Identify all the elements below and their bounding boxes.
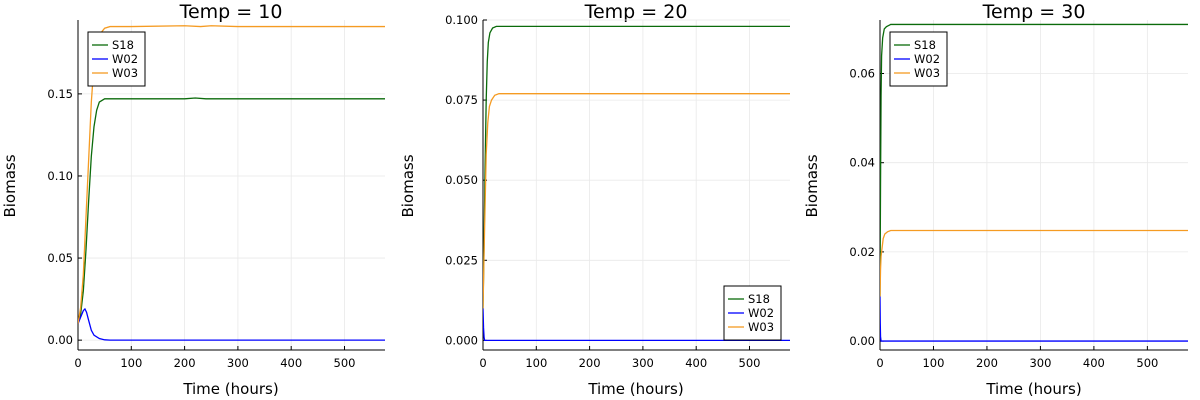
x-tick-label: 400: [1083, 356, 1105, 370]
series-line-w03: [880, 229, 1188, 297]
y-tick-label: 0.02: [849, 245, 875, 259]
subplot-temp-20: Temp = 20 Time (hours) Biomass 0 100 200 30…: [399, 1, 790, 398]
subplot-title: Temp = 20: [584, 1, 688, 23]
legend-label-w02: W02: [914, 52, 940, 66]
x-tick-label: 0: [876, 356, 883, 370]
y-tick-label: 0.00: [47, 333, 73, 347]
y-tick-label: 0.050: [445, 173, 478, 187]
legend-label-s18: S18: [748, 292, 770, 306]
x-tick-label: 0: [479, 356, 486, 370]
x-tick-label: 300: [632, 356, 654, 370]
y-tick-label: 0.15: [47, 87, 73, 101]
x-tick-label: 200: [976, 356, 998, 370]
x-axis-label: Time (hours): [985, 380, 1081, 398]
x-tick-label: 200: [174, 356, 196, 370]
series-line-s18: [78, 97, 385, 324]
x-axis-label: Time (hours): [587, 380, 683, 398]
series-line-w02: [483, 308, 790, 342]
y-tick-label: 0.000: [445, 333, 478, 347]
y-tick-label: 0.04: [849, 156, 875, 170]
y-tick-label: 0.06: [849, 67, 875, 81]
x-tick-label: 500: [739, 356, 761, 370]
x-tick-label: 500: [334, 356, 356, 370]
x-tick-label: 200: [579, 356, 601, 370]
subplot-title: Temp = 10: [179, 1, 283, 23]
series-line-w02: [78, 307, 385, 341]
x-tick-label: 100: [922, 356, 944, 370]
subplot-title: Temp = 30: [982, 1, 1086, 23]
x-tick-label: 400: [685, 356, 707, 370]
y-tick-label: 0.10: [47, 169, 73, 183]
y-axis-label: Biomass: [803, 154, 821, 217]
x-tick-label: 300: [227, 356, 249, 370]
legend-label-w03: W03: [112, 66, 138, 80]
x-tick-label: 300: [1029, 356, 1051, 370]
y-axis-label: Biomass: [399, 154, 417, 217]
legend-box: [87, 31, 146, 87]
subplot-temp-30: Temp = 30 Time (hours) Biomass 0 100 200 30…: [803, 1, 1188, 398]
x-tick-label: 100: [525, 356, 547, 370]
x-tick-label: 0: [74, 356, 81, 370]
x-tick-label: 100: [120, 356, 142, 370]
legend-label-w02: W02: [748, 306, 774, 320]
legend-label-w02: W02: [112, 52, 138, 66]
x-tick-label: 400: [280, 356, 302, 370]
y-tick-label: 0.075: [445, 93, 478, 107]
legend-label-w03: W03: [748, 320, 774, 334]
legend-label-s18: S18: [112, 38, 134, 52]
y-tick-label: 0.05: [47, 251, 73, 265]
y-tick-label: 0.00: [849, 334, 875, 348]
y-tick-label: 0.100: [445, 13, 478, 27]
legend-label-s18: S18: [914, 38, 936, 52]
series-line-w03: [483, 93, 790, 309]
y-tick-label: 0.025: [445, 253, 478, 267]
subplot-temp-10: Temp = 10 Time (hours) Biomass 0 100 200 30…: [1, 1, 385, 398]
series-line-w02: [880, 296, 1188, 342]
y-axis-label: Biomass: [1, 154, 19, 217]
legend-label-w03: W03: [914, 66, 940, 80]
x-tick-label: 500: [1136, 356, 1158, 370]
x-axis-label: Time (hours): [182, 380, 278, 398]
series-line-s18: [880, 23, 1188, 297]
